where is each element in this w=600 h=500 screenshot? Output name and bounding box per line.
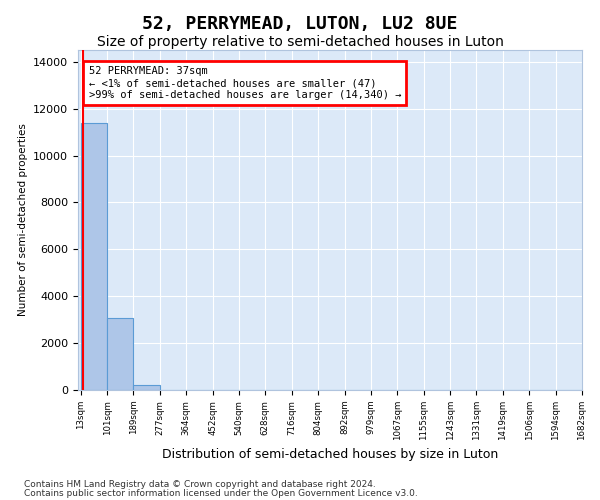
Bar [107,318,133,390]
Bar [80,122,107,390]
Text: Contains public sector information licensed under the Open Government Licence v3: Contains public sector information licen… [24,489,418,498]
Text: 52, PERRYMEAD, LUTON, LU2 8UE: 52, PERRYMEAD, LUTON, LU2 8UE [142,15,458,33]
Bar [133,386,160,390]
Y-axis label: Number of semi-detached properties: Number of semi-detached properties [17,124,28,316]
Text: Size of property relative to semi-detached houses in Luton: Size of property relative to semi-detach… [97,35,503,49]
Text: 52 PERRYMEAD: 37sqm
← <1% of semi-detached houses are smaller (47)
>99% of semi-: 52 PERRYMEAD: 37sqm ← <1% of semi-detach… [89,66,401,100]
Text: Contains HM Land Registry data © Crown copyright and database right 2024.: Contains HM Land Registry data © Crown c… [24,480,376,489]
X-axis label: Distribution of semi-detached houses by size in Luton: Distribution of semi-detached houses by … [162,448,498,462]
